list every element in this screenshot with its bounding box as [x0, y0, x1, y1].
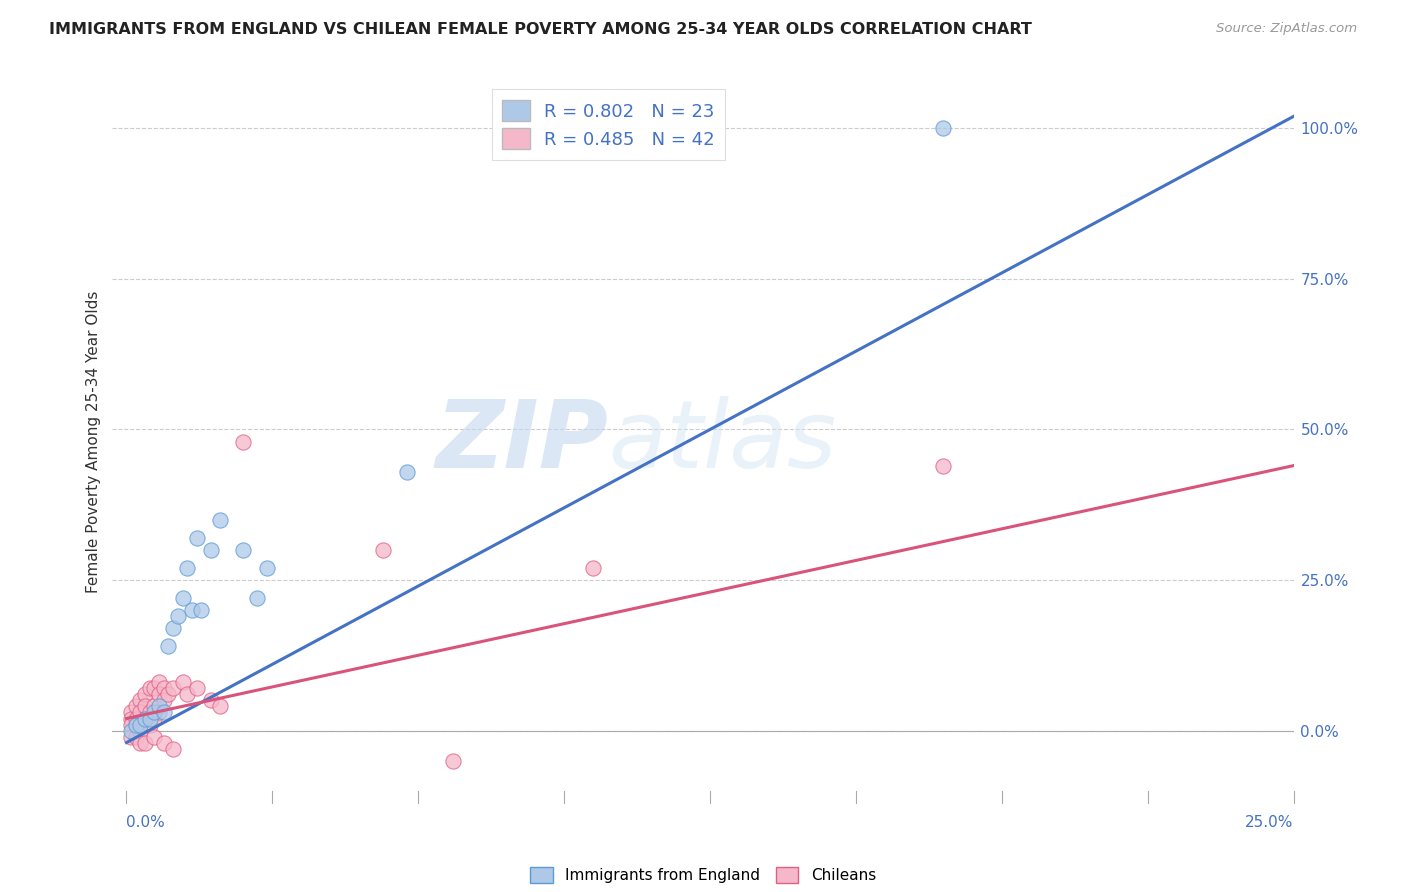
Point: [148, 699, 170, 714]
Point: [143, 699, 166, 714]
Point: [208, 699, 231, 714]
Text: 0.0%: 0.0%: [127, 815, 166, 830]
Point: [143, 706, 166, 720]
Text: ZIP: ZIP: [436, 395, 609, 488]
Point: [143, 712, 166, 726]
Text: Source: ZipAtlas.com: Source: ZipAtlas.com: [1216, 22, 1357, 36]
Point: [153, 681, 176, 696]
Point: [139, 681, 162, 696]
Point: [190, 603, 212, 617]
Point: [148, 687, 170, 701]
Point: [232, 542, 254, 557]
Point: [157, 639, 180, 653]
Point: [166, 609, 188, 624]
Point: [129, 706, 152, 720]
Point: [148, 675, 170, 690]
Point: [172, 675, 194, 690]
Point: [162, 681, 184, 696]
Point: [186, 681, 208, 696]
Point: [120, 717, 142, 731]
Point: [232, 434, 254, 449]
Point: [139, 712, 162, 726]
Point: [186, 531, 208, 545]
Point: [143, 730, 166, 744]
Point: [932, 121, 955, 136]
Point: [153, 693, 176, 707]
Point: [120, 712, 142, 726]
Point: [125, 717, 148, 731]
Point: [125, 699, 148, 714]
Point: [134, 712, 156, 726]
Point: [153, 706, 176, 720]
Point: [162, 621, 184, 635]
Point: [134, 699, 156, 714]
Text: 25.0%: 25.0%: [1246, 815, 1294, 830]
Point: [148, 706, 170, 720]
Point: [172, 591, 194, 606]
Point: [157, 687, 180, 701]
Point: [129, 723, 152, 738]
Point: [120, 730, 142, 744]
Point: [441, 754, 464, 768]
Point: [176, 561, 198, 575]
Text: IMMIGRANTS FROM ENGLAND VS CHILEAN FEMALE POVERTY AMONG 25-34 YEAR OLDS CORRELAT: IMMIGRANTS FROM ENGLAND VS CHILEAN FEMAL…: [49, 22, 1032, 37]
Point: [395, 465, 418, 479]
Point: [139, 717, 162, 731]
Point: [125, 712, 148, 726]
Point: [139, 706, 162, 720]
Point: [180, 603, 202, 617]
Text: atlas: atlas: [609, 396, 837, 487]
Point: [129, 717, 152, 731]
Point: [153, 735, 176, 749]
Point: [256, 561, 278, 575]
Point: [129, 693, 152, 707]
Point: [162, 741, 184, 756]
Point: [200, 542, 222, 557]
Point: [208, 513, 231, 527]
Point: [129, 735, 152, 749]
Point: [932, 458, 955, 473]
Legend: R = 0.802   N = 23, R = 0.485   N = 42: R = 0.802 N = 23, R = 0.485 N = 42: [492, 89, 725, 160]
Point: [176, 687, 198, 701]
Point: [246, 591, 269, 606]
Point: [134, 712, 156, 726]
Y-axis label: Female Poverty Among 25-34 Year Olds: Female Poverty Among 25-34 Year Olds: [86, 291, 101, 592]
Point: [125, 730, 148, 744]
Point: [373, 542, 395, 557]
Point: [134, 735, 156, 749]
Point: [200, 693, 222, 707]
Point: [582, 561, 605, 575]
Point: [143, 681, 166, 696]
Point: [120, 723, 142, 738]
Point: [134, 687, 156, 701]
Point: [125, 717, 148, 731]
Point: [120, 706, 142, 720]
